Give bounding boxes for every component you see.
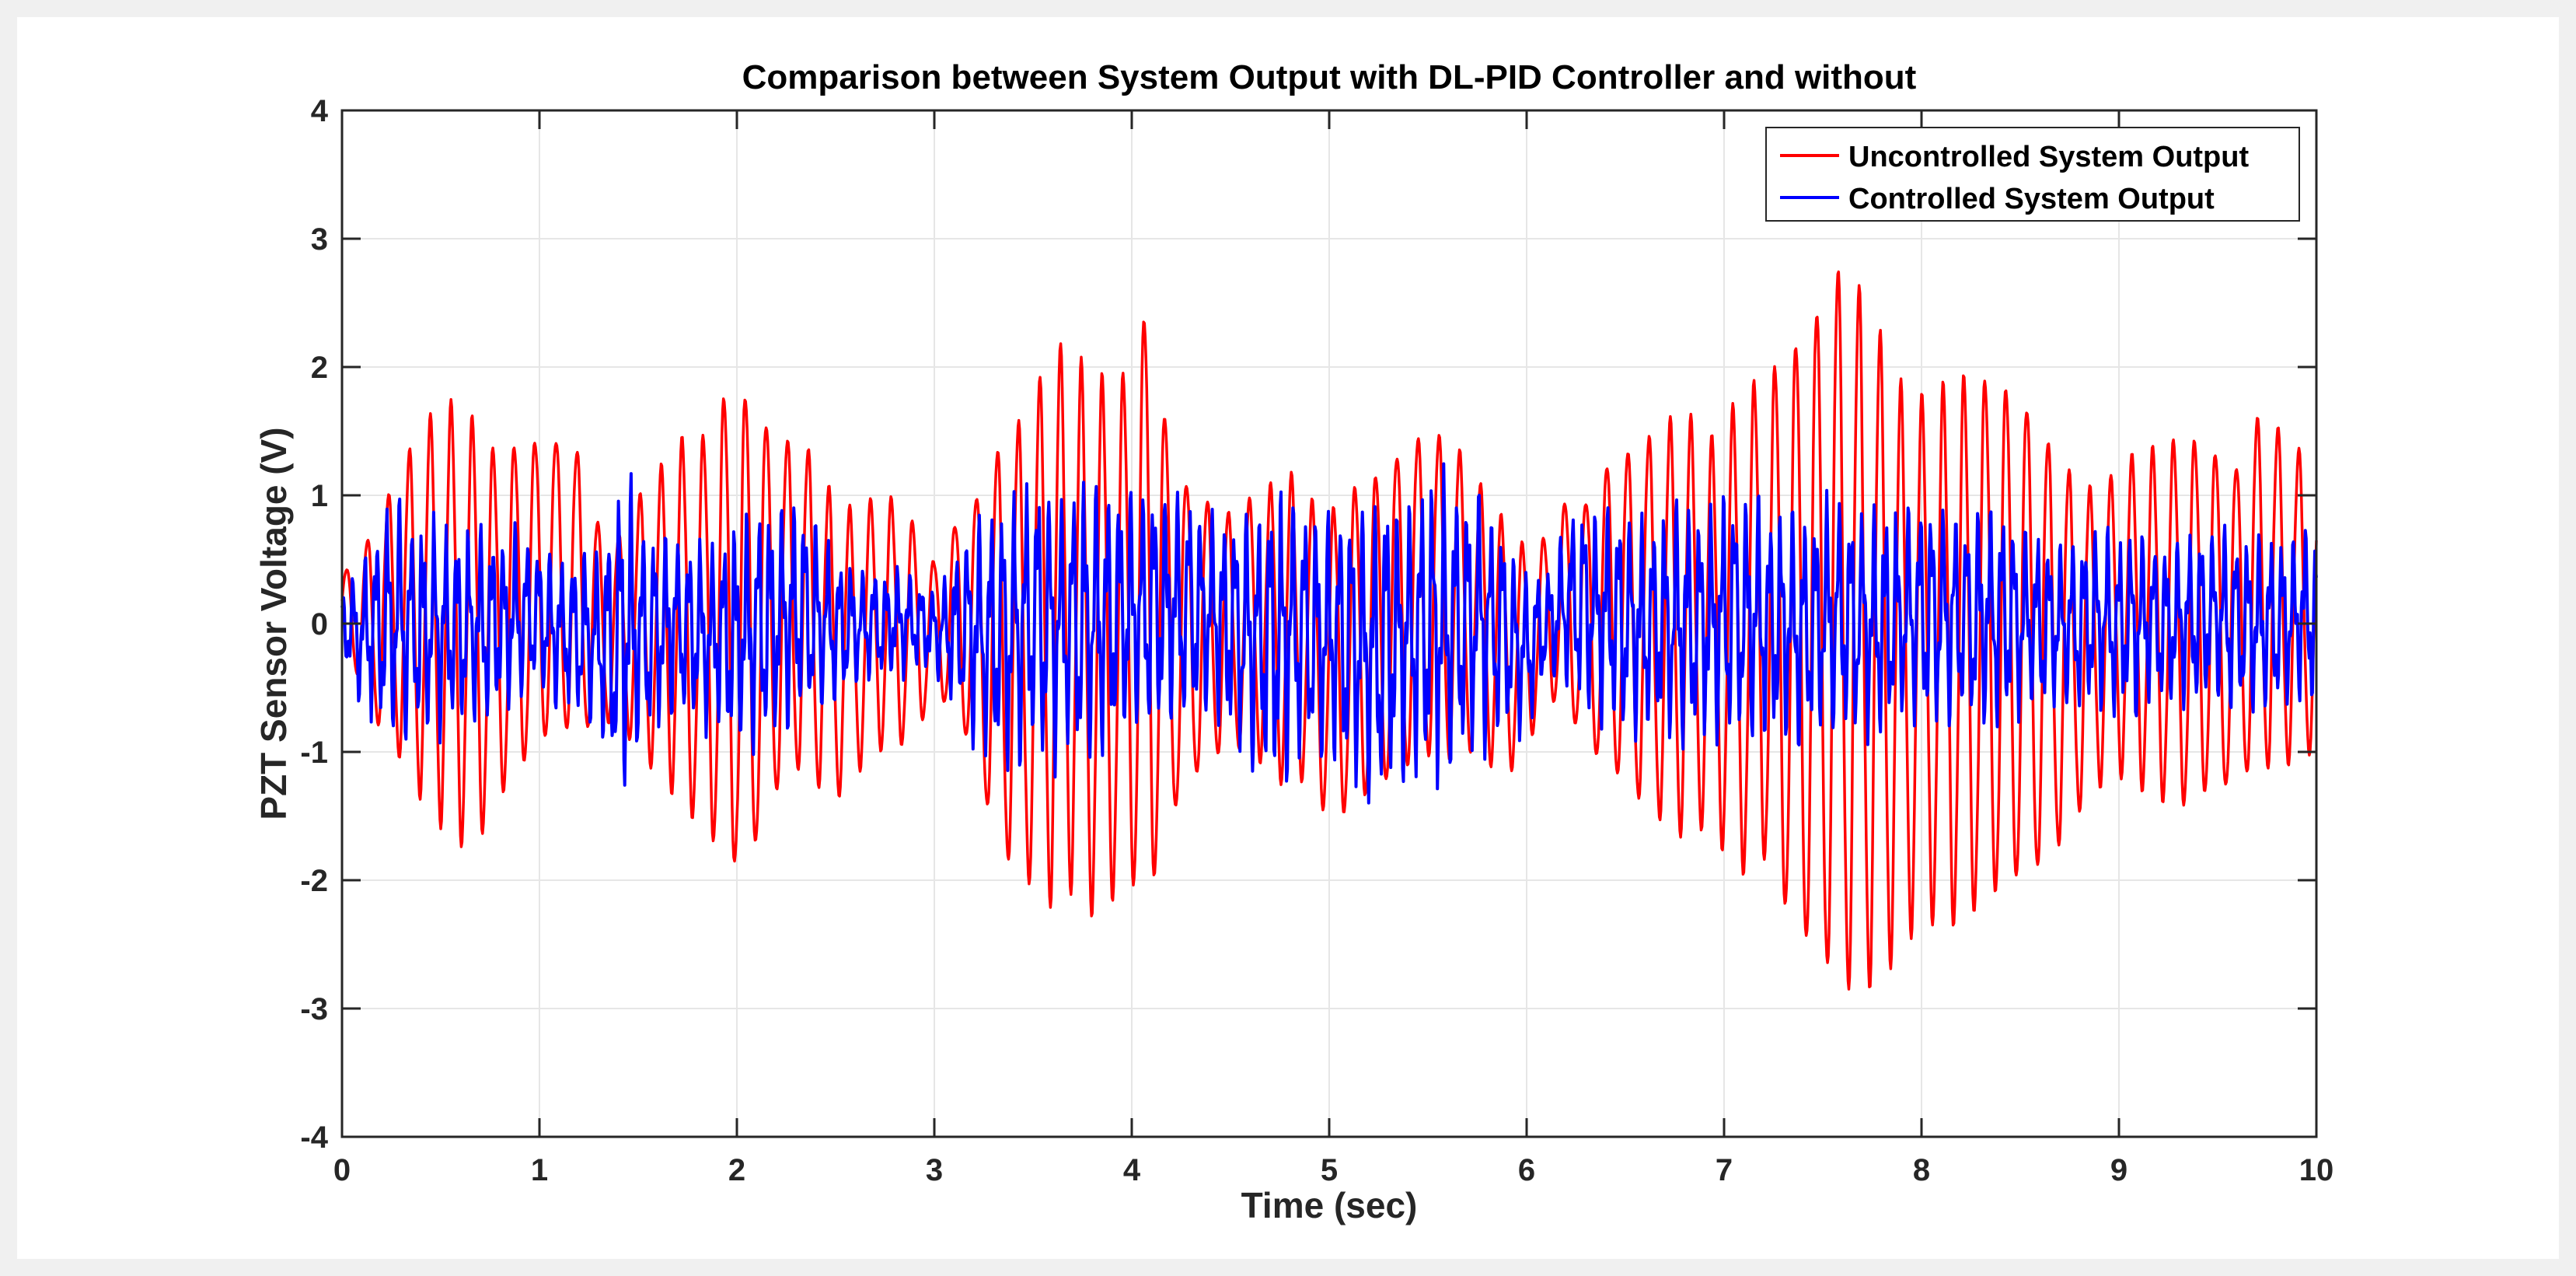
legend: Uncontrolled System Output Controlled Sy…	[1765, 127, 2300, 222]
x-tick-label: 5	[1321, 1153, 1338, 1187]
x-axis-label: Time (sec)	[1241, 1185, 1418, 1225]
y-tick-label: 4	[311, 94, 329, 128]
legend-box	[1765, 127, 2300, 222]
x-tick-label: 3	[926, 1153, 943, 1187]
y-tick-label: -3	[300, 992, 328, 1026]
series-line-controlled	[340, 462, 2318, 805]
x-tick-label: 8	[1913, 1153, 1930, 1187]
x-tick-label: 9	[2110, 1153, 2127, 1187]
y-tick-label: -1	[300, 736, 328, 770]
y-axis-label: PZT Sensor Voltage (V)	[253, 427, 294, 820]
x-tick-label: 2	[728, 1153, 745, 1187]
y-tick-label: 2	[311, 351, 328, 385]
ticks: 0 1 2 3 4 5 6 7 8 9 10 -4 -3 -2 -1 0 1 2 3 4	[300, 94, 2333, 1187]
figure-frame: 0 1 2 3 4 5 6 7 8 9 10 -4 -3 -2 -1 0 1 2 3 4 Comparison bet…	[17, 17, 2559, 1259]
x-tick-label: 7	[1716, 1153, 1733, 1187]
x-tick-label: 0	[333, 1153, 351, 1187]
x-tick-label: 1	[531, 1153, 548, 1187]
x-tick-label: 4	[1123, 1153, 1141, 1187]
legend-label-controlled: Controlled System Output	[1848, 183, 2215, 215]
chart-title: Comparison between System Output with DL…	[742, 58, 1917, 96]
y-tick-label: 0	[311, 607, 328, 641]
y-tick-label: 3	[311, 222, 328, 257]
x-tick-label: 10	[2299, 1153, 2334, 1187]
x-tick-label: 6	[1518, 1153, 1535, 1187]
legend-label-uncontrolled: Uncontrolled System Output	[1848, 141, 2249, 173]
y-tick-label: 1	[311, 479, 328, 513]
y-tick-label: -4	[300, 1120, 328, 1155]
chart: 0 1 2 3 4 5 6 7 8 9 10 -4 -3 -2 -1 0 1 2 3 4 Comparison bet…	[253, 58, 2333, 1225]
y-tick-label: -2	[300, 864, 328, 898]
series-layer	[340, 270, 2318, 991]
